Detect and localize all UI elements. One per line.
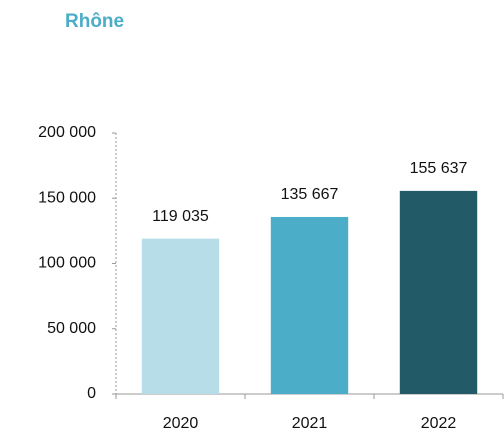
y-tick-label: 100 000 bbox=[38, 255, 96, 272]
y-tick-label: 150 000 bbox=[38, 189, 96, 206]
value-label: 135 667 bbox=[281, 186, 339, 203]
x-tick-label: 2021 bbox=[292, 415, 328, 432]
value-label: 155 637 bbox=[410, 160, 468, 177]
bar bbox=[399, 190, 478, 394]
bar bbox=[141, 238, 220, 394]
chart-title: Rhône bbox=[65, 11, 124, 32]
y-tick-label: 200 000 bbox=[38, 124, 96, 141]
y-tick-label: 0 bbox=[87, 385, 96, 402]
x-tick-label: 2022 bbox=[421, 415, 457, 432]
bar bbox=[270, 216, 349, 394]
value-label: 119 035 bbox=[152, 208, 209, 225]
y-tick-label: 50 000 bbox=[47, 320, 96, 337]
x-tick-label: 2020 bbox=[163, 415, 199, 432]
